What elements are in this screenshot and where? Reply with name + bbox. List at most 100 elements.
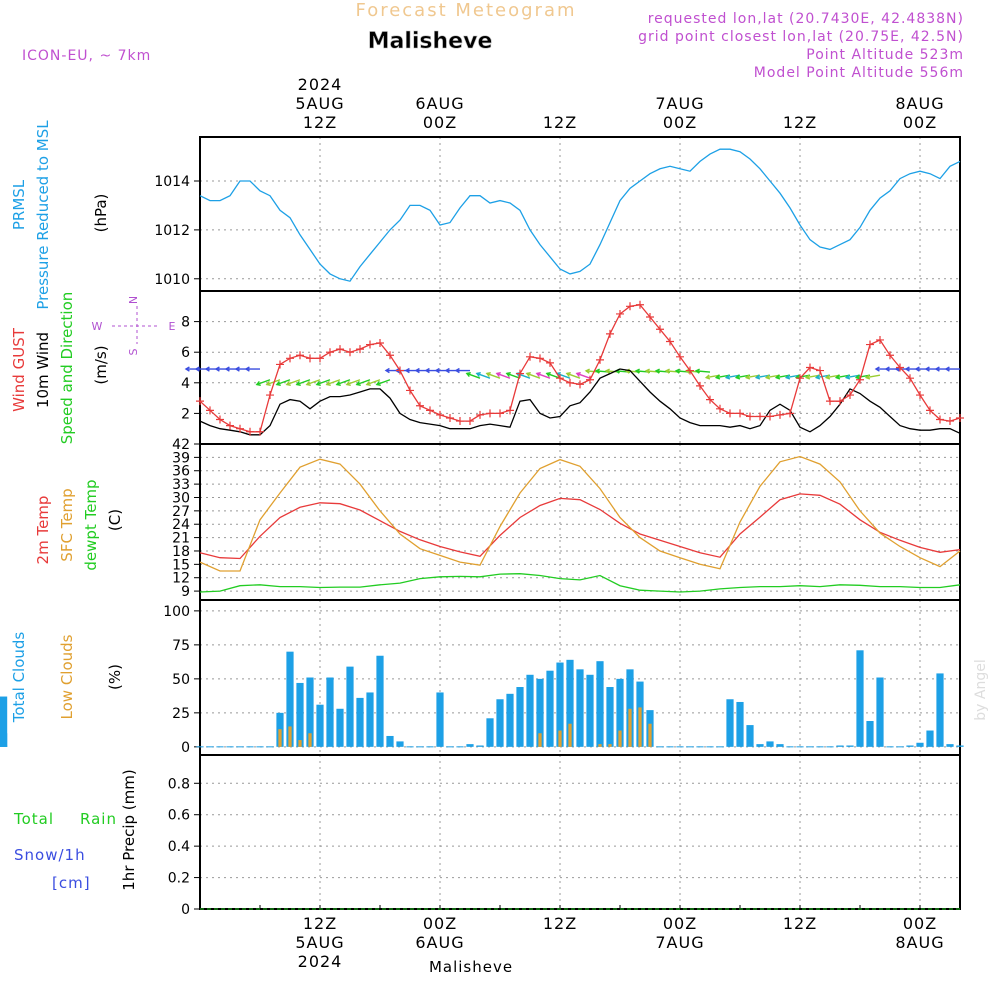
plots-layer xyxy=(0,148,964,910)
wind-direction-arrow xyxy=(695,370,711,373)
wind-arrow-head xyxy=(814,374,821,380)
low-cloud-bar xyxy=(308,733,312,747)
wind-arrow-head xyxy=(525,371,531,377)
wind-gust-line-point xyxy=(746,412,754,421)
total-cloud-bar xyxy=(866,721,874,747)
wind-gust-line-point xyxy=(776,410,784,419)
total-cloud-bar xyxy=(0,696,8,747)
wind-gust-line-point xyxy=(786,409,794,418)
wind-gust-line-point xyxy=(826,397,834,406)
time-label-top: 8AUG xyxy=(895,94,944,113)
wind-direction-arrow xyxy=(306,379,321,386)
wind-gust-line-point xyxy=(236,424,244,433)
wind-arrow-head xyxy=(305,380,311,386)
wind-arrow-head xyxy=(485,371,491,377)
pressure-label-unit: (hPa) xyxy=(92,194,110,233)
total-cloud-bar xyxy=(356,697,364,747)
total-cloud-bar xyxy=(556,662,564,747)
wind-gust-line-point xyxy=(756,412,764,421)
wind-gust-line-point xyxy=(706,395,714,404)
wind-gust-line-point xyxy=(576,380,584,389)
total-cloud-bar xyxy=(746,725,754,747)
y-tick-label: 4 xyxy=(181,376,190,392)
wind-gust-line-point xyxy=(346,348,354,357)
temp-line-sfc xyxy=(199,455,961,572)
y-tick-label: 30 xyxy=(172,490,190,506)
time-label-bottom: 00Z xyxy=(663,914,697,933)
wind-gust-line-point xyxy=(286,354,294,363)
credit-watermark: by Angel xyxy=(973,659,989,720)
wind-arrow-head xyxy=(224,366,230,372)
wind-arrow-head xyxy=(844,374,851,380)
wind-gust-line-point xyxy=(556,374,564,383)
wind-arrow-head xyxy=(325,380,331,386)
wind-gust-line-point xyxy=(686,366,694,375)
wind-direction-arrow xyxy=(346,379,361,386)
y-tick-label: 0.8 xyxy=(168,776,190,792)
wind-gust-line-point xyxy=(936,415,944,424)
wind-direction-arrow xyxy=(536,372,551,379)
wind-gust-line-point xyxy=(846,391,854,400)
wind-gust-line-point xyxy=(446,413,454,422)
wind-arrow-head xyxy=(944,366,950,372)
time-label-bottom: 00Z xyxy=(423,914,457,933)
wind-direction-arrow xyxy=(296,379,311,386)
time-label-bottom: 7AUG xyxy=(655,933,704,952)
pressure-label-desc: Pressure Reduced to MSL xyxy=(34,120,52,310)
wind-direction-arrow xyxy=(506,372,521,379)
y-tick-label: 50 xyxy=(172,672,190,688)
wind-arrow-head xyxy=(565,371,571,377)
total-cloud-bar xyxy=(326,677,334,747)
total-cloud-bar xyxy=(506,693,514,747)
model-altitude: Model Point Altitude 556m xyxy=(754,65,964,81)
wind-arrow-head xyxy=(535,371,541,377)
total-cloud-bar xyxy=(466,744,474,747)
total-cloud-bar xyxy=(906,745,914,747)
wind-gust-line-point xyxy=(596,355,604,364)
total-cloud-bar xyxy=(286,651,294,747)
time-label-top: 2024 xyxy=(298,75,343,94)
wind-direction-arrow xyxy=(316,379,331,386)
wind-arrow-head xyxy=(375,380,381,386)
total-cloud-bar xyxy=(346,666,354,747)
total-cloud-bar xyxy=(516,687,524,747)
time-label-top: 5AUG xyxy=(295,94,344,113)
pressure-line xyxy=(199,148,961,282)
gridpoint-coords: grid point closest lon,lat (20.75E, 42.5… xyxy=(638,29,964,45)
wind-gust-line-point xyxy=(956,413,964,422)
total-cloud-bar xyxy=(436,692,444,747)
wind-gust-line-point xyxy=(266,391,274,400)
wind-arrow-head xyxy=(495,371,501,377)
wind-arrow-head xyxy=(204,366,210,372)
time-label-bottom: 5AUG xyxy=(295,933,344,952)
wind-gust-line-point xyxy=(726,409,734,418)
wind-arrow-head xyxy=(764,374,771,380)
precip-label-unit: 1hr Precip (mm) xyxy=(120,769,138,890)
total-cloud-bar xyxy=(366,692,374,747)
wind-gust-line-point xyxy=(516,369,524,378)
wind-gust-line-point xyxy=(476,410,484,419)
wind-arrow-head xyxy=(545,371,551,377)
wind-gust-line xyxy=(199,304,961,433)
location-title: Malisheve xyxy=(368,29,493,54)
wind-arrow-head xyxy=(414,367,420,374)
wind-gust-line-point xyxy=(676,352,684,361)
y-tick-label: 0.2 xyxy=(168,871,190,887)
wind-arrow-head xyxy=(714,374,721,380)
wind-arrow-head xyxy=(184,366,190,372)
total-cloud-bar xyxy=(316,704,324,747)
total-cloud-bar xyxy=(856,650,864,747)
wind-gust-line-point xyxy=(856,375,864,384)
wind-gust-line-point xyxy=(896,363,904,372)
y-tick-label: 1012 xyxy=(154,223,190,239)
wind-arrow-head xyxy=(724,374,731,380)
time-label-top: 12Z xyxy=(783,113,817,132)
wind-gust-line-point xyxy=(356,345,364,354)
wind-label-gust: Wind GUST xyxy=(10,327,28,412)
wind-arrow-head xyxy=(884,366,890,372)
time-label-bottom: 00Z xyxy=(903,914,937,933)
wind-direction-arrow xyxy=(336,379,351,386)
wind-gust-line-point xyxy=(876,335,884,344)
wind-arrow-head xyxy=(434,367,440,374)
